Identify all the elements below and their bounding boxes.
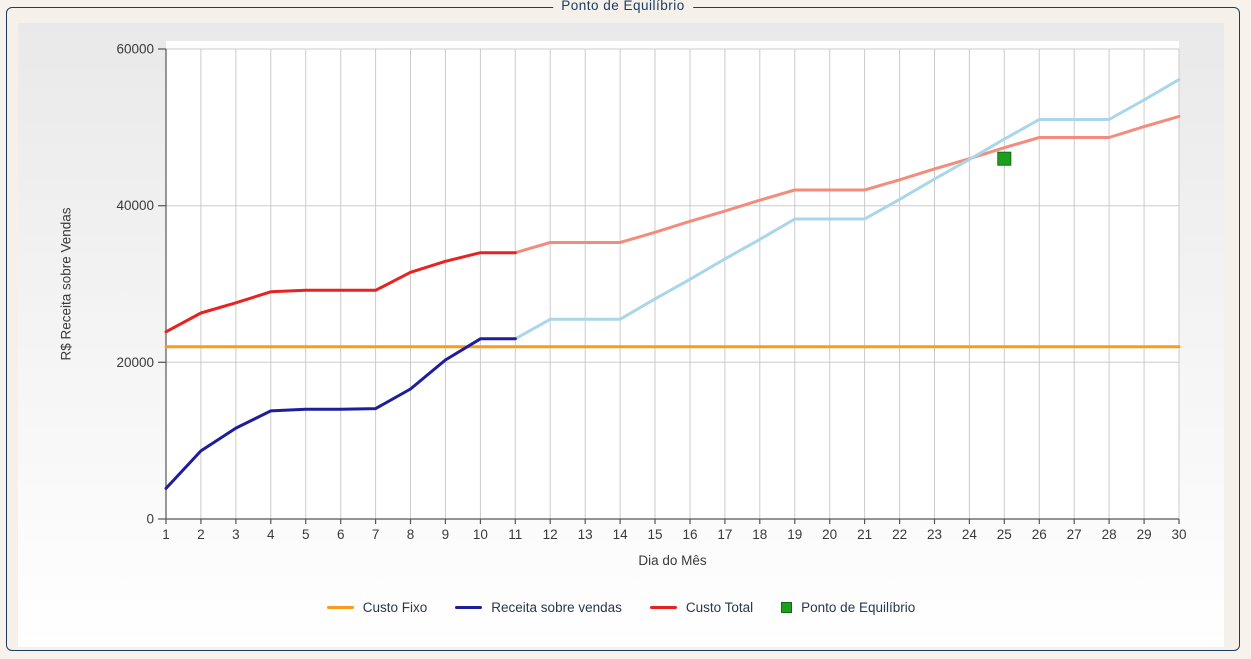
legend-line-swatch-custo-total bbox=[649, 606, 677, 609]
chart-plot: 1 2 3 4 5 6 7 8 9 10 11 12 13 14 15 16 17 18 19 20 21 22 23 24 2… bbox=[116, 41, 1187, 542]
svg-text:7: 7 bbox=[372, 527, 380, 542]
svg-text:5: 5 bbox=[302, 527, 310, 542]
svg-text:60000: 60000 bbox=[116, 42, 154, 57]
svg-text:1: 1 bbox=[162, 527, 170, 542]
svg-text:9: 9 bbox=[442, 527, 450, 542]
svg-text:4: 4 bbox=[267, 527, 275, 542]
svg-text:16: 16 bbox=[682, 527, 697, 542]
svg-text:18: 18 bbox=[752, 527, 767, 542]
svg-text:11: 11 bbox=[508, 527, 522, 542]
svg-text:8: 8 bbox=[407, 527, 415, 542]
groupbox-title: Ponto de Equilíbrio bbox=[553, 0, 693, 13]
svg-text:20: 20 bbox=[822, 527, 837, 542]
chart-legend: Custo Fixo Receita sobre vendas Custo To… bbox=[18, 600, 1224, 615]
chart-surface: 1 2 3 4 5 6 7 8 9 10 11 12 13 14 15 16 17 18 19 20 21 22 23 24 2… bbox=[18, 23, 1224, 647]
svg-text:27: 27 bbox=[1067, 527, 1082, 542]
svg-text:20000: 20000 bbox=[116, 355, 154, 370]
svg-text:17: 17 bbox=[717, 527, 732, 542]
svg-text:28: 28 bbox=[1102, 527, 1117, 542]
legend-line-swatch-receita bbox=[455, 606, 483, 609]
legend-label-ponto-equilibrio: Ponto de Equilíbrio bbox=[801, 600, 916, 615]
legend-square-swatch-ponto-equilibrio bbox=[781, 602, 793, 613]
svg-text:2: 2 bbox=[197, 527, 205, 542]
legend-item-ponto-de-equilibrio: Ponto de Equilíbrio bbox=[781, 600, 915, 615]
legend-label-receita: Receita sobre vendas bbox=[491, 600, 622, 615]
legend-item-custo-fixo: Custo Fixo bbox=[326, 600, 428, 615]
svg-text:29: 29 bbox=[1137, 527, 1152, 542]
x-axis-title: Dia do Mês bbox=[638, 553, 707, 568]
groupbox-frame: Ponto de Equilíbrio 1 2 3 4 5 6 7 8 9 10 11 12 13 14 1… bbox=[6, 0, 1240, 651]
legend-item-receita-sobre-vendas: Receita sobre vendas bbox=[455, 600, 622, 615]
legend-label-custo-total: Custo Total bbox=[685, 600, 754, 615]
svg-text:19: 19 bbox=[787, 527, 802, 542]
svg-text:3: 3 bbox=[232, 527, 240, 542]
svg-text:6: 6 bbox=[337, 527, 345, 542]
svg-text:26: 26 bbox=[1032, 527, 1047, 542]
svg-text:24: 24 bbox=[962, 527, 978, 542]
svg-text:14: 14 bbox=[613, 527, 629, 542]
svg-text:10: 10 bbox=[473, 527, 488, 542]
svg-text:23: 23 bbox=[927, 527, 942, 542]
svg-text:22: 22 bbox=[892, 527, 907, 542]
svg-text:40000: 40000 bbox=[116, 198, 154, 213]
legend-label-custo-fixo: Custo Fixo bbox=[362, 600, 428, 615]
svg-text:30: 30 bbox=[1171, 527, 1186, 542]
svg-text:15: 15 bbox=[647, 527, 662, 542]
svg-text:25: 25 bbox=[997, 527, 1012, 542]
svg-text:13: 13 bbox=[578, 527, 593, 542]
svg-text:0: 0 bbox=[146, 512, 154, 527]
legend-item-custo-total: Custo Total bbox=[649, 600, 754, 615]
legend-line-swatch-custo-fixo bbox=[326, 606, 354, 609]
svg-text:12: 12 bbox=[543, 527, 558, 542]
svg-text:21: 21 bbox=[857, 527, 872, 542]
y-axis-title: R$ Receita sobre Vendas bbox=[58, 207, 74, 361]
